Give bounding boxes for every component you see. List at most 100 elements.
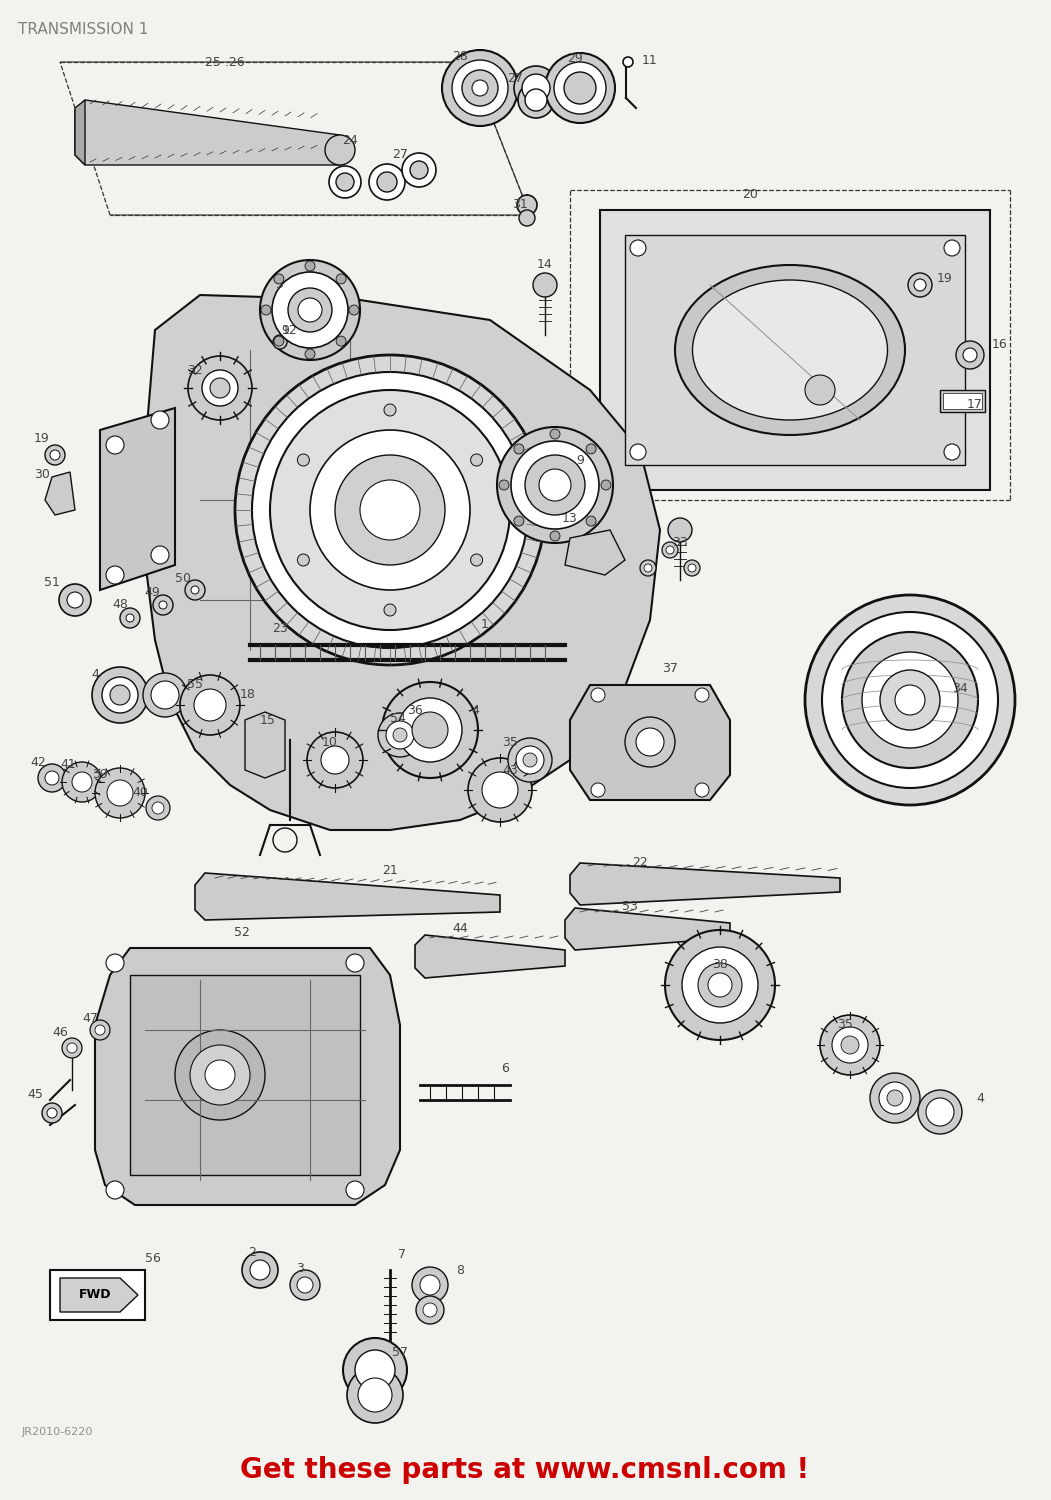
Circle shape	[514, 66, 558, 110]
Circle shape	[623, 57, 633, 68]
Bar	[940, 390, 985, 412]
Circle shape	[630, 444, 646, 460]
Circle shape	[682, 946, 758, 1023]
Circle shape	[250, 1260, 270, 1280]
Circle shape	[963, 348, 977, 361]
Text: 30: 30	[34, 468, 50, 482]
Circle shape	[550, 531, 560, 542]
Text: FWD: FWD	[79, 1288, 111, 1302]
Circle shape	[832, 1028, 868, 1063]
Circle shape	[185, 580, 205, 600]
Polygon shape	[145, 296, 660, 830]
Circle shape	[92, 668, 148, 723]
Circle shape	[210, 378, 230, 398]
Polygon shape	[50, 1270, 145, 1320]
Polygon shape	[75, 100, 341, 165]
Circle shape	[471, 554, 482, 566]
Circle shape	[591, 688, 605, 702]
Text: 54: 54	[390, 711, 406, 724]
Circle shape	[194, 688, 226, 722]
Circle shape	[106, 954, 124, 972]
Circle shape	[62, 762, 102, 802]
Circle shape	[684, 560, 700, 576]
Circle shape	[539, 470, 571, 501]
Circle shape	[822, 612, 998, 788]
Text: 27: 27	[507, 72, 523, 84]
Circle shape	[159, 602, 167, 609]
Text: 8: 8	[456, 1263, 463, 1276]
Circle shape	[307, 732, 363, 788]
Circle shape	[95, 768, 145, 818]
Circle shape	[298, 298, 322, 322]
Circle shape	[107, 780, 133, 806]
Circle shape	[471, 454, 482, 466]
Circle shape	[274, 274, 284, 284]
Circle shape	[288, 288, 332, 332]
Circle shape	[887, 1090, 903, 1106]
Polygon shape	[45, 472, 75, 514]
Text: www.cmsnl.com: www.cmsnl.com	[349, 711, 512, 729]
Polygon shape	[570, 862, 840, 904]
Circle shape	[591, 783, 605, 796]
Text: 47: 47	[82, 1011, 98, 1025]
Circle shape	[151, 411, 169, 429]
Text: 23: 23	[272, 621, 288, 634]
Circle shape	[205, 1060, 235, 1090]
Circle shape	[688, 564, 696, 572]
Text: 4: 4	[91, 669, 99, 681]
Text: Get these parts at www.cmsnl.com !: Get these parts at www.cmsnl.com !	[241, 1456, 809, 1484]
Text: 22: 22	[632, 855, 647, 868]
Text: 42: 42	[30, 756, 46, 768]
Text: 33: 33	[673, 537, 687, 549]
Circle shape	[914, 279, 926, 291]
Circle shape	[358, 1378, 392, 1411]
Text: 52: 52	[234, 926, 250, 939]
Circle shape	[297, 454, 309, 466]
Circle shape	[191, 586, 199, 594]
Circle shape	[102, 676, 138, 712]
Circle shape	[349, 304, 359, 315]
Circle shape	[90, 1020, 110, 1040]
Circle shape	[416, 1296, 444, 1324]
Circle shape	[343, 1338, 407, 1402]
Text: 5: 5	[276, 279, 284, 291]
Circle shape	[329, 166, 360, 198]
Circle shape	[180, 675, 240, 735]
Circle shape	[260, 260, 360, 360]
Circle shape	[360, 480, 420, 540]
Text: 4: 4	[976, 1092, 984, 1104]
Circle shape	[586, 444, 596, 454]
Polygon shape	[570, 686, 730, 800]
Circle shape	[190, 1046, 250, 1106]
Circle shape	[668, 518, 692, 542]
Circle shape	[346, 954, 364, 972]
Circle shape	[95, 1024, 105, 1035]
Text: JR2010-6220: JR2010-6220	[22, 1426, 94, 1437]
Text: 48: 48	[112, 598, 128, 612]
Circle shape	[601, 480, 611, 490]
Circle shape	[120, 608, 140, 628]
Circle shape	[944, 444, 960, 460]
Circle shape	[499, 480, 509, 490]
Circle shape	[273, 334, 287, 350]
Text: 53: 53	[622, 900, 638, 914]
Text: 24: 24	[343, 134, 358, 147]
Circle shape	[640, 560, 656, 576]
Circle shape	[188, 356, 252, 420]
Circle shape	[862, 652, 959, 748]
Circle shape	[369, 164, 405, 200]
Text: 6: 6	[501, 1062, 509, 1074]
Circle shape	[514, 516, 524, 526]
Circle shape	[497, 427, 613, 543]
Circle shape	[73, 772, 92, 792]
Circle shape	[47, 1108, 57, 1118]
Text: 31: 31	[512, 198, 528, 211]
Text: 49: 49	[144, 586, 160, 600]
Polygon shape	[60, 1278, 138, 1312]
Circle shape	[708, 974, 731, 998]
Circle shape	[235, 356, 545, 664]
Circle shape	[820, 1016, 880, 1076]
Circle shape	[442, 50, 518, 126]
Circle shape	[290, 1270, 320, 1300]
Circle shape	[153, 596, 173, 615]
